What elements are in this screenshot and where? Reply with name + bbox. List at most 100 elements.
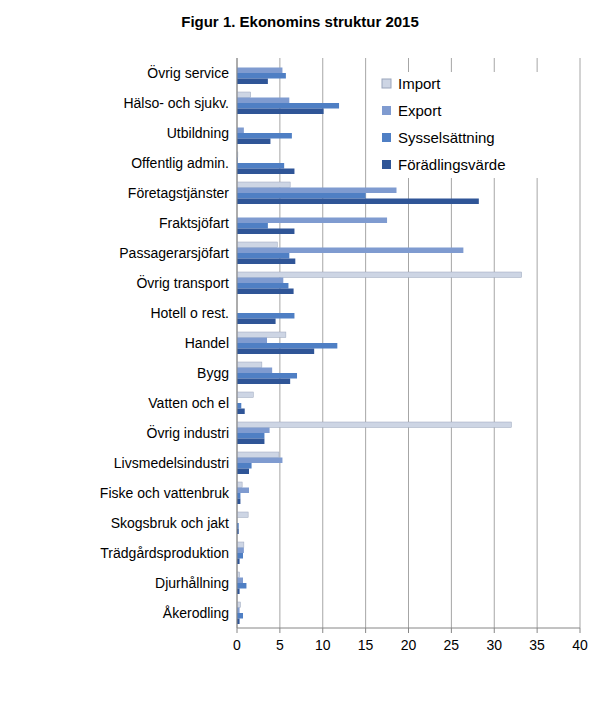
tick [537, 628, 538, 633]
bar [237, 313, 294, 319]
bar [237, 602, 240, 608]
grid-line [237, 58, 238, 628]
bar [237, 79, 268, 85]
category-label: Handel [185, 335, 229, 351]
bar [237, 332, 286, 338]
bar [237, 272, 522, 278]
chart: Figur 1. Ekonomins struktur 2015 0 5 10 15 20… [0, 0, 610, 709]
tick-label: 10 [315, 637, 331, 653]
title: Figur 1. Ekonomins struktur 2015 [181, 13, 419, 30]
tick [322, 628, 323, 633]
bar [237, 368, 272, 374]
tick-label: 0 [233, 637, 241, 653]
bar [237, 223, 268, 229]
bar [237, 379, 290, 385]
bar [237, 242, 277, 248]
category-label: Utbildning [167, 125, 229, 141]
category-label: Trädgårdsproduktion [100, 545, 229, 561]
category-label: Bygg [197, 365, 229, 381]
bar [237, 583, 246, 589]
tick [451, 628, 452, 633]
legend-label: Import [398, 75, 441, 92]
bar [237, 548, 244, 554]
bar [237, 409, 245, 415]
category-label: Fraktsjöfart [159, 215, 229, 231]
bar [237, 229, 294, 235]
tick-label: 15 [358, 637, 374, 653]
category-label: Offentlig admin. [131, 155, 229, 171]
tick [408, 628, 409, 633]
bar [237, 458, 282, 464]
bar [237, 338, 267, 344]
category-label: Hotell o rest. [150, 305, 229, 321]
bar [237, 319, 276, 325]
tick-label: 20 [401, 637, 417, 653]
tick-label: 30 [486, 637, 502, 653]
bar [237, 289, 294, 295]
bar [237, 349, 314, 355]
bar [237, 163, 284, 169]
bar [237, 499, 240, 505]
y-axis [237, 58, 238, 628]
tick-label: 5 [276, 637, 284, 653]
tick [237, 628, 238, 633]
bar [237, 428, 270, 434]
tick [580, 628, 581, 633]
bar [237, 283, 288, 289]
bar [237, 193, 366, 199]
bar [237, 542, 244, 548]
bar [237, 553, 243, 559]
legend-swatch [382, 160, 391, 169]
bar [237, 493, 240, 499]
bar [237, 218, 387, 224]
bar [237, 392, 253, 398]
category-label: Övrig industri [147, 424, 229, 441]
category-label: Övrig service [147, 64, 229, 81]
bar [237, 68, 282, 74]
category-label: Vatten och el [148, 395, 229, 411]
tick [365, 628, 366, 633]
tick-label: 40 [572, 637, 588, 653]
tick-label: 25 [444, 637, 460, 653]
bar [237, 169, 294, 175]
bar [237, 259, 295, 265]
bar [237, 488, 249, 494]
category-label: Livsmedelsindustri [114, 455, 229, 471]
bar [237, 103, 339, 109]
category-label: Hälso- och sjukv. [123, 95, 229, 111]
legend-label: Export [398, 102, 442, 119]
legend-swatch [382, 133, 391, 142]
grid-line [580, 58, 581, 628]
bar [237, 482, 242, 488]
legend-label: Sysselsättning [398, 129, 495, 146]
bar [237, 182, 290, 188]
tick-label: 35 [529, 637, 545, 653]
bar [237, 133, 292, 139]
bar [237, 188, 396, 194]
grid-line [365, 58, 366, 628]
bar [237, 433, 264, 439]
bar [237, 253, 289, 259]
tick [279, 628, 280, 633]
category-label: Övrig transport [136, 274, 229, 291]
legend-label: Förädlingsvärde [398, 156, 506, 173]
bar [237, 469, 249, 475]
bar [237, 92, 251, 98]
bar [237, 463, 252, 469]
bar [237, 98, 289, 104]
tick [494, 628, 495, 633]
bar [237, 613, 243, 619]
category-label: Företagstjänster [128, 185, 229, 201]
bar [237, 278, 283, 284]
bar [237, 139, 270, 145]
bar [237, 362, 262, 368]
bar [237, 199, 479, 205]
category-label: Fiske och vattenbruk [100, 485, 230, 501]
bar [237, 578, 243, 584]
bar [237, 128, 244, 134]
bar [237, 373, 297, 379]
bar [237, 452, 279, 458]
bar [237, 439, 264, 445]
legend: Import Export Sysselsättning Förädlingsvärd… [374, 72, 546, 178]
bar [237, 343, 337, 349]
